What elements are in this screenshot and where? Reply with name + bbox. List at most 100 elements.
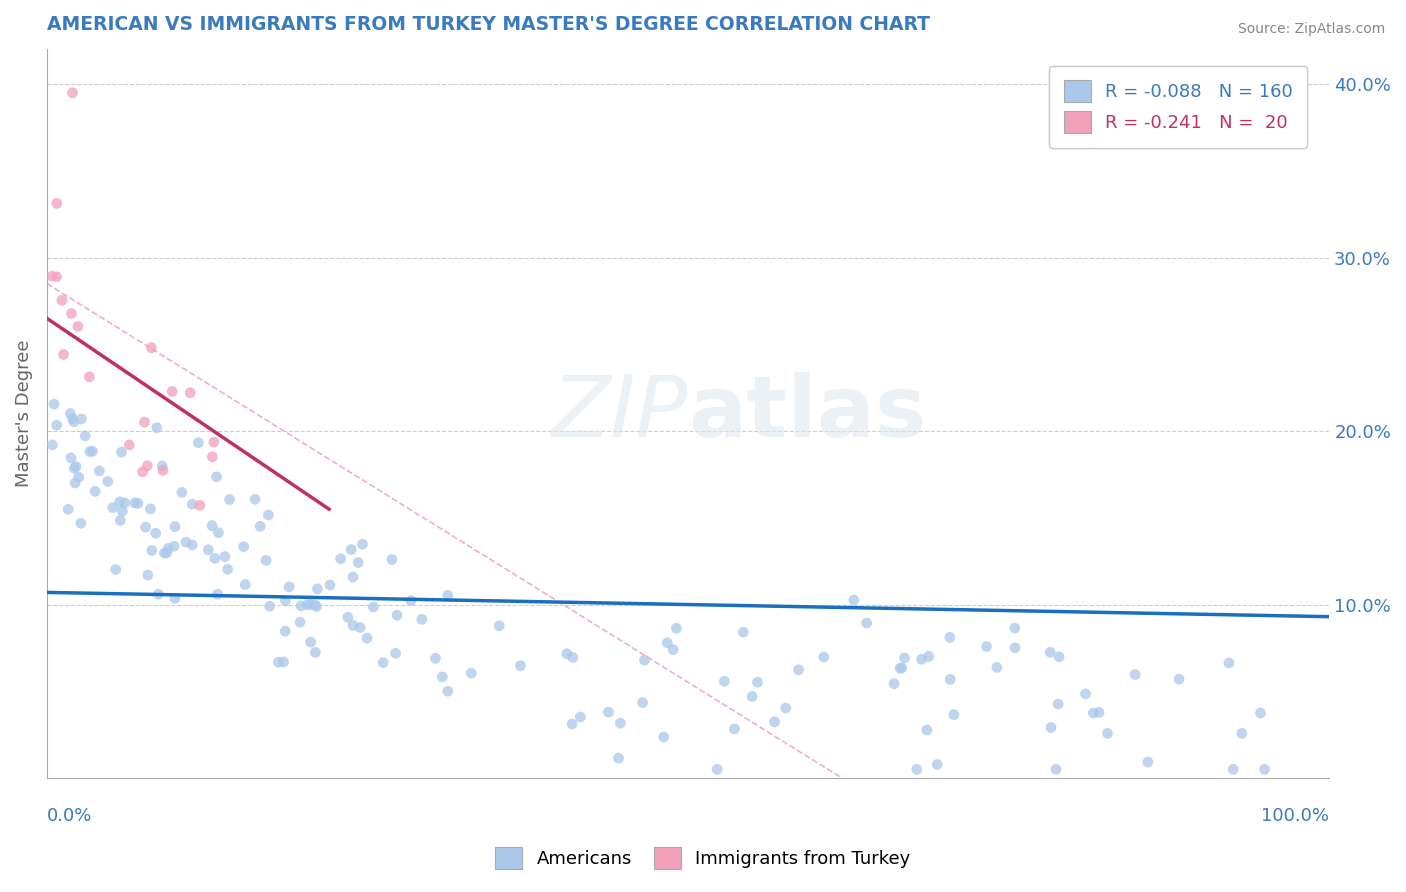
Point — [201, 518, 224, 533]
Point — [1168, 672, 1191, 686]
Point — [62, 86, 84, 100]
Point — [75, 429, 97, 443]
Point — [82, 444, 104, 458]
Point — [706, 762, 728, 776]
Point — [51, 293, 73, 308]
Point — [207, 587, 229, 601]
Point — [170, 485, 193, 500]
Point — [432, 670, 454, 684]
Y-axis label: Master's Degree: Master's Degree — [15, 340, 32, 487]
Point — [273, 655, 295, 669]
Point — [569, 710, 592, 724]
Point — [939, 673, 962, 687]
Point — [108, 495, 131, 509]
Point — [218, 492, 240, 507]
Point — [775, 701, 797, 715]
Point — [127, 496, 149, 510]
Point — [136, 458, 159, 473]
Point — [152, 463, 174, 477]
Point — [114, 496, 136, 510]
Point — [373, 656, 395, 670]
Point — [59, 406, 82, 420]
Point — [63, 415, 86, 429]
Point — [340, 542, 363, 557]
Point — [1097, 726, 1119, 740]
Point — [249, 519, 271, 533]
Point — [347, 556, 370, 570]
Point — [70, 516, 93, 531]
Point — [79, 444, 101, 458]
Point — [134, 415, 156, 429]
Point — [986, 660, 1008, 674]
Point — [299, 597, 322, 611]
Point — [437, 684, 460, 698]
Point — [141, 341, 163, 355]
Point — [146, 420, 169, 434]
Point — [609, 716, 631, 731]
Point — [1004, 640, 1026, 655]
Point — [813, 650, 835, 665]
Point — [163, 519, 186, 533]
Point — [1040, 721, 1063, 735]
Point — [136, 568, 159, 582]
Point — [1047, 649, 1070, 664]
Point — [307, 582, 329, 596]
Point — [257, 508, 280, 522]
Point — [911, 652, 934, 666]
Point — [214, 549, 236, 564]
Point — [976, 640, 998, 654]
Point — [233, 577, 256, 591]
Point — [1222, 762, 1244, 776]
Point — [145, 526, 167, 541]
Point — [153, 546, 176, 560]
Point — [84, 484, 107, 499]
Point — [179, 385, 201, 400]
Point — [657, 636, 679, 650]
Point — [1004, 621, 1026, 635]
Point — [561, 717, 583, 731]
Point — [1253, 762, 1275, 776]
Point — [1047, 697, 1070, 711]
Point — [763, 714, 786, 729]
Point — [163, 539, 186, 553]
Point — [713, 674, 735, 689]
Point — [665, 621, 688, 635]
Point — [97, 475, 120, 489]
Point — [1250, 706, 1272, 720]
Point — [915, 723, 938, 737]
Text: Source: ZipAtlas.com: Source: ZipAtlas.com — [1237, 22, 1385, 37]
Point — [633, 653, 655, 667]
Point — [45, 196, 67, 211]
Point — [1045, 762, 1067, 776]
Point — [304, 598, 326, 612]
Point — [385, 608, 408, 623]
Point — [274, 624, 297, 639]
Text: 0.0%: 0.0% — [46, 807, 93, 825]
Point — [187, 435, 209, 450]
Point — [60, 306, 83, 320]
Point — [1136, 755, 1159, 769]
Point — [384, 646, 406, 660]
Point — [356, 631, 378, 645]
Point — [733, 625, 755, 640]
Point — [267, 655, 290, 669]
Point — [181, 497, 204, 511]
Point — [101, 500, 124, 515]
Point — [110, 514, 132, 528]
Point — [52, 347, 75, 361]
Point — [148, 587, 170, 601]
Point — [425, 651, 447, 665]
Point — [460, 666, 482, 681]
Point — [1074, 687, 1097, 701]
Point — [254, 553, 277, 567]
Point — [104, 563, 127, 577]
Point — [723, 722, 745, 736]
Point — [259, 599, 281, 614]
Point — [342, 618, 364, 632]
Point — [1083, 706, 1105, 720]
Point — [939, 631, 962, 645]
Point — [56, 502, 79, 516]
Point — [889, 661, 911, 675]
Point — [45, 418, 67, 433]
Point — [842, 593, 865, 607]
